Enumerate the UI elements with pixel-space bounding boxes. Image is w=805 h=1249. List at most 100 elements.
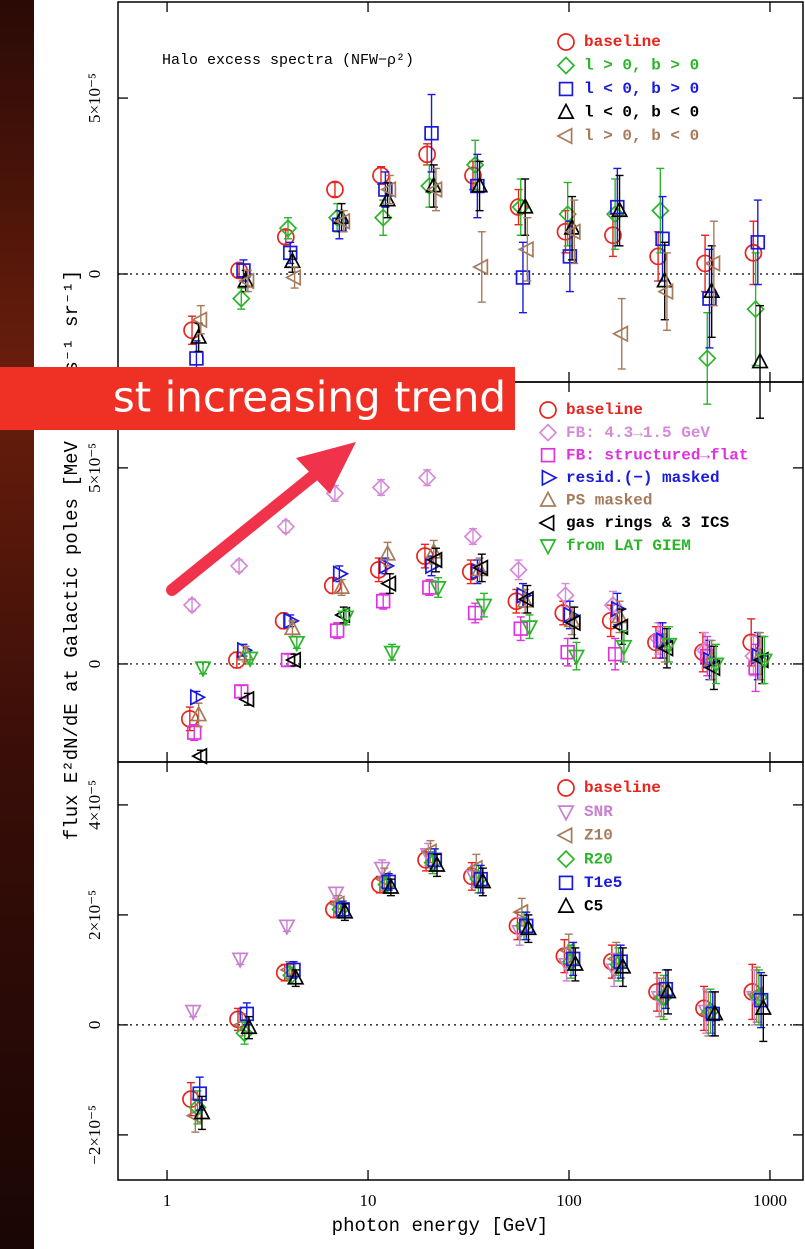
data-point	[371, 478, 391, 497]
y-tick-label: −2×10⁻⁵	[85, 1105, 104, 1165]
y-tick-label: 5×10⁻⁵	[85, 73, 104, 123]
overlay: st increasing trend	[0, 367, 515, 596]
data-point	[744, 244, 763, 262]
data-point	[382, 877, 400, 894]
data-point	[232, 289, 251, 308]
data-point	[607, 646, 623, 662]
legend-marker	[538, 423, 558, 442]
data-point	[751, 352, 769, 369]
legend-marker	[538, 514, 555, 532]
data-point	[463, 867, 481, 886]
legend-label: FB: structured→flat	[566, 446, 748, 464]
y-tick-label: 0	[85, 1021, 104, 1030]
data-point	[467, 605, 483, 621]
data-point	[190, 327, 208, 344]
data-point	[611, 325, 629, 343]
legend-marker	[556, 56, 576, 75]
legend-marker	[556, 849, 576, 869]
data-point	[287, 968, 305, 985]
plots: 0 5×10⁻⁵ Halo excess spectra (NFW−ρ²) basel…	[61, 1, 804, 1237]
data-point	[471, 258, 489, 276]
data-point	[378, 190, 397, 207]
legend-label: l < 0, b < 0	[584, 104, 699, 122]
legend-marker	[558, 81, 574, 97]
data-point	[418, 145, 436, 164]
data-point	[465, 155, 485, 175]
data-point	[660, 637, 678, 655]
data-point	[610, 199, 625, 215]
legend-label: l > 0, b > 0	[584, 57, 699, 75]
data-point	[707, 657, 725, 674]
data-point	[613, 954, 628, 969]
plot-frame	[117, 761, 804, 1181]
data-point	[564, 614, 581, 632]
data-point	[746, 299, 765, 319]
data-point	[240, 1017, 258, 1035]
data-point	[567, 649, 586, 666]
y-axis-label: flux E²dN/dE at Galactic poles [MeV cm⁻²…	[61, 270, 83, 840]
data-point	[284, 651, 302, 669]
data-point	[422, 580, 437, 595]
data-point	[706, 1004, 724, 1021]
legend-marker	[539, 539, 557, 556]
data-point	[509, 198, 528, 216]
data-point	[651, 201, 670, 220]
y-tick-label: 0	[85, 270, 104, 279]
data-point	[601, 611, 620, 630]
data-point	[241, 651, 259, 668]
data-point	[463, 527, 483, 546]
data-point	[515, 270, 531, 285]
data-point	[427, 852, 443, 868]
data-point	[753, 992, 769, 1008]
legend-label: PS masked	[566, 492, 652, 510]
data-point	[565, 951, 581, 967]
data-point	[189, 688, 207, 706]
data-point	[323, 576, 342, 595]
data-point	[375, 593, 391, 609]
y-tick-label: 0	[85, 660, 104, 669]
data-point	[605, 204, 625, 224]
data-point	[192, 1086, 207, 1101]
data-point	[511, 197, 530, 217]
data-point	[193, 1103, 211, 1120]
data-point	[464, 166, 482, 185]
data-point	[615, 639, 633, 657]
legend-marker	[557, 33, 575, 51]
data-point	[378, 544, 397, 561]
data-point	[751, 647, 768, 665]
data-point	[519, 918, 538, 936]
data-point	[417, 468, 437, 487]
data-point	[610, 200, 629, 218]
data-point	[284, 268, 302, 287]
data-point	[336, 902, 354, 919]
legend-label: C5	[584, 898, 603, 916]
data-point	[329, 623, 345, 638]
legend-label: l < 0, b > 0	[584, 80, 699, 98]
data-point	[658, 981, 674, 997]
data-point	[558, 204, 577, 224]
legend-marker	[557, 896, 575, 913]
data-point	[184, 1004, 202, 1021]
legend-label: FB: 4.3→1.5 GeV	[566, 424, 710, 442]
data-point	[378, 557, 396, 575]
legend-marker	[557, 805, 575, 822]
data-point	[656, 271, 674, 288]
data-point	[426, 551, 443, 569]
data-point	[327, 208, 347, 227]
data-point	[194, 661, 212, 678]
legend-label: T1e5	[584, 874, 622, 892]
data-point	[424, 125, 439, 141]
data-point	[238, 690, 255, 708]
data-point	[517, 240, 534, 258]
data-point	[703, 281, 721, 299]
legend-label: l > 0, b < 0	[584, 127, 699, 145]
data-point	[749, 988, 769, 1007]
data-point	[337, 610, 355, 627]
data-point	[286, 962, 301, 978]
data-point	[695, 641, 715, 660]
data-point	[657, 282, 674, 301]
trend-arrow-shaft	[166, 466, 324, 596]
x-tick-label: 100	[556, 1191, 582, 1210]
